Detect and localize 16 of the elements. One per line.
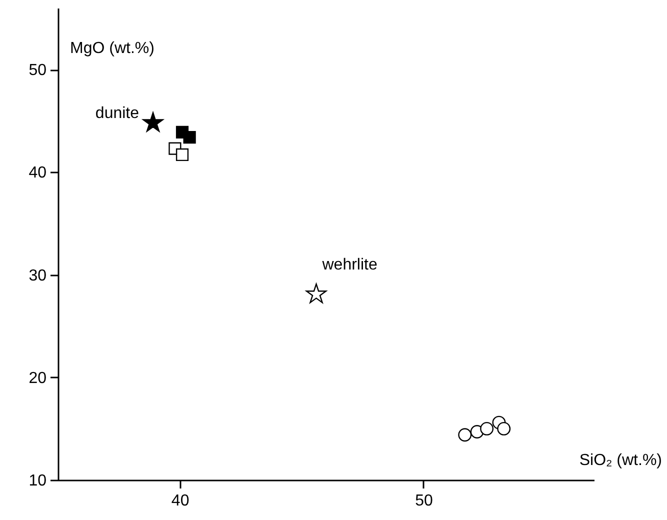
point [497, 422, 511, 436]
point [306, 283, 327, 304]
y-tick-label: 50 [28, 62, 47, 80]
point [142, 112, 164, 132]
y-tick-label: 30 [28, 267, 47, 284]
annotation: wehrlite [321, 256, 378, 274]
y-tick-label: 40 [28, 164, 47, 182]
point [458, 428, 472, 442]
point [183, 130, 196, 144]
y-axis-title: MgO (wt.%) [70, 40, 154, 57]
annotation: dunite [95, 104, 140, 122]
x-axis-title: SiO₂ (wt.%) [579, 452, 662, 469]
point [176, 148, 189, 162]
point [480, 422, 494, 436]
y-tick-label: 10 [28, 472, 47, 490]
y-tick-label: 20 [28, 370, 47, 387]
